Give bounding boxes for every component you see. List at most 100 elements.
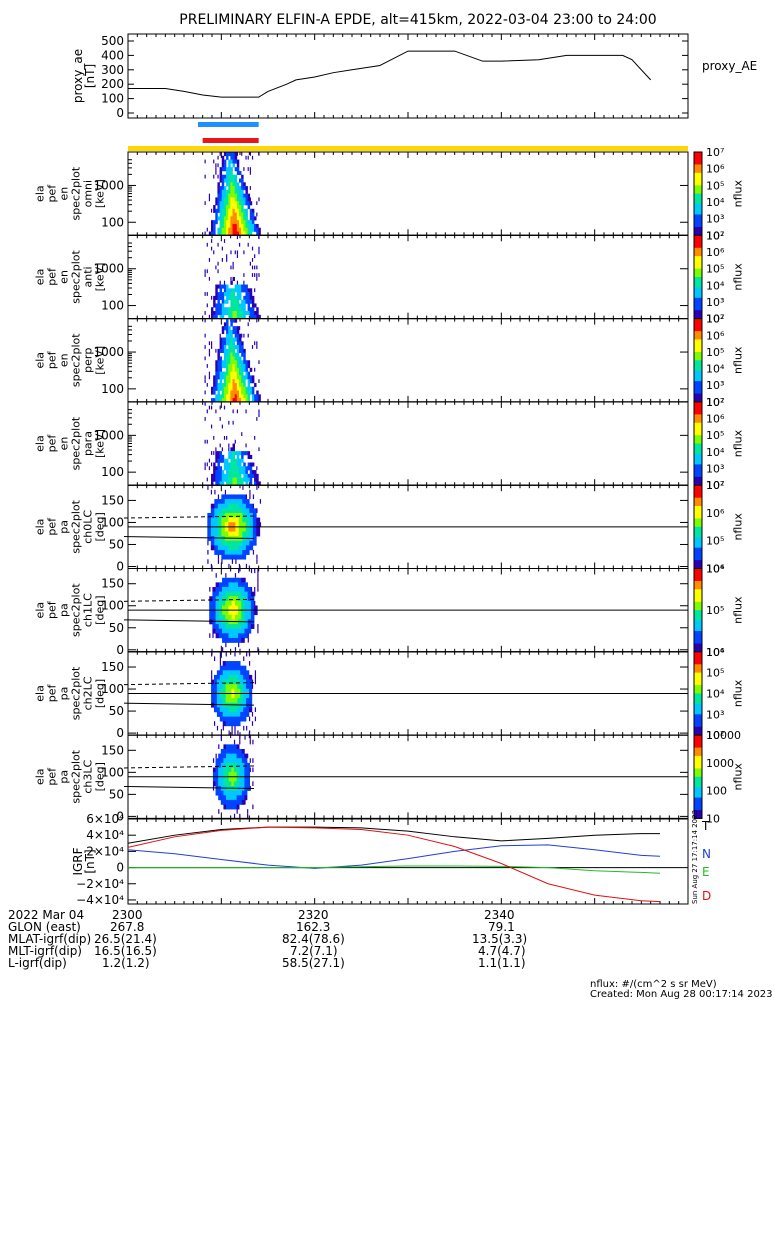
pitch-spec-2-cell <box>247 628 252 634</box>
pitch-spec-1-cell <box>252 503 255 509</box>
pitch-spec-4-cell <box>233 744 237 750</box>
energy-spec-2-cell <box>223 307 227 312</box>
energy-spec-4-colorbar-cell <box>694 414 702 417</box>
energy-spec-2-cell <box>219 295 223 300</box>
energy-spec-2-cell <box>249 314 253 319</box>
pitch-spec-1-colorbar-cell <box>694 495 702 499</box>
energy-spec-4-cell <box>258 447 260 452</box>
pitch-spec-4-colorbar-cell <box>694 799 702 803</box>
energy-spec-3-cell <box>234 398 238 403</box>
energy-spec-1-cell <box>232 193 235 198</box>
science-zone-bar-blue <box>198 122 259 127</box>
energy-spec-1-colorbar-cell <box>694 201 702 205</box>
pitch-spec-4-colorbar-cell <box>694 805 702 809</box>
pitch-spec-1-cell <box>242 503 247 509</box>
energy-spec-2-colorbar-cell <box>694 254 702 257</box>
pitch-spec-2-cell <box>222 624 226 629</box>
pitch-spec-4-cell <box>223 804 227 810</box>
energy-spec-3-cell <box>219 398 223 403</box>
energy-spec-3-cell <box>219 386 223 391</box>
pitch-spec-1-cell <box>245 549 250 555</box>
pitch-spec-3-cell <box>211 693 215 699</box>
energy-spec-2-cell <box>249 295 253 300</box>
pitch-spec-4-cell <box>223 762 227 768</box>
energy-spec-3-cell <box>226 318 229 323</box>
energy-spec-2-cell <box>228 314 231 319</box>
energy-spec-3-cell <box>228 386 231 391</box>
energy-spec-4-cell <box>215 447 217 452</box>
pitch-spec-2-cell <box>212 605 216 611</box>
energy-spec-4-cell <box>245 466 248 471</box>
energy-spec-1-cell <box>247 197 251 202</box>
pitch-spec-3-cell <box>225 698 229 704</box>
pitch-spec-4-cell <box>223 744 227 750</box>
energy-spec-3-cell <box>221 398 225 403</box>
pitch-spec-4-cell <box>215 781 219 787</box>
pitch-spec-1-cell <box>221 536 226 542</box>
energy-spec-1-cell <box>217 197 220 202</box>
energy-spec-4-cell <box>228 451 231 456</box>
pitch-spec-4-cell <box>228 744 232 750</box>
pitch-spec-4-cell <box>233 799 237 805</box>
energy-spec-3-cell <box>241 386 244 391</box>
pitch-spec-2-cell <box>228 637 232 643</box>
energy-spec-3-cell <box>241 360 244 365</box>
energy-spec-4-cell <box>217 451 220 456</box>
pitch-spec-1-cell <box>217 540 222 546</box>
pitch-spec-2-colorbar-cell <box>694 643 702 647</box>
pitch-spec-4-cell <box>249 735 251 740</box>
pitch-spec-4-cell <box>223 776 227 782</box>
energy-spec-1-cell <box>230 201 233 206</box>
pitch-spec-1-cell <box>242 554 247 560</box>
energy-spec-2-cell <box>204 311 206 315</box>
pitch-spec-3-cell <box>234 688 238 694</box>
pitch-spec-1-cell <box>231 522 236 528</box>
pitch-spec-3-cell <box>234 674 238 680</box>
pitch-spec-3-colorbar-cell <box>694 676 702 680</box>
energy-spec-3-cell <box>228 398 231 403</box>
energy-spec-2-cell <box>230 295 233 300</box>
energy-spec-1-cell <box>234 174 238 179</box>
pitch-spec-1-cell <box>228 554 233 560</box>
energy-spec-3-cell <box>223 356 227 361</box>
pitch-spec-1-cell <box>228 540 233 546</box>
pitch-spec-1-cell <box>245 563 248 569</box>
energy-spec-4-cell <box>215 409 217 414</box>
pitch-spec-4-cell <box>241 781 245 787</box>
pitch-spec-4-cell <box>231 762 235 768</box>
pitch-spec-2-cell <box>225 582 229 588</box>
energy-spec-3-cell <box>232 318 235 323</box>
energy-spec-3-cell <box>247 364 251 369</box>
energy-spec-3-cell <box>251 390 255 395</box>
pitch-spec-3-cell <box>234 684 238 690</box>
energy-spec-3-cell <box>230 322 233 327</box>
energy-spec-4-cell <box>221 447 223 452</box>
energy-spec-1-cell <box>228 220 231 225</box>
pitch-spec-1-cell <box>231 554 236 560</box>
pitch-spec-4-cell <box>241 762 245 768</box>
energy-spec-1-colorbar-cell <box>694 174 702 178</box>
pitch-spec-3-cell <box>237 721 241 727</box>
energy-spec-4-colorbar-tick: 10⁵ <box>706 429 724 442</box>
pitch-spec-1-colorbar-cell <box>694 556 702 559</box>
pitch-spec-3-cell <box>248 693 253 699</box>
pitch-spec-1-cell <box>252 536 257 542</box>
energy-spec-4-cell <box>221 470 225 475</box>
pitch-spec-4-colorbar-cell <box>694 739 702 742</box>
energy-spec-2-cell <box>236 288 240 293</box>
pitch-spec-4-cell <box>239 758 243 764</box>
pitch-spec-3-cell <box>228 679 232 685</box>
energy-spec-1-cell <box>223 186 227 191</box>
energy-spec-1-cell <box>217 174 219 179</box>
energy-spec-1-colorbar-cell <box>694 229 702 232</box>
energy-spec-2-cell <box>208 258 211 262</box>
energy-spec-1-cell <box>228 186 231 191</box>
energy-spec-3-cell <box>217 371 220 376</box>
energy-spec-1-cell <box>258 197 260 202</box>
energy-spec-4-cell <box>249 454 253 459</box>
energy-spec-2-colorbar-tick: 10⁶ <box>706 246 725 259</box>
energy-spec-2-cell <box>251 299 255 304</box>
energy-spec-1-cell <box>223 223 227 229</box>
energy-spec-2-cell <box>238 295 242 300</box>
pitch-spec-4-cell <box>244 795 248 801</box>
